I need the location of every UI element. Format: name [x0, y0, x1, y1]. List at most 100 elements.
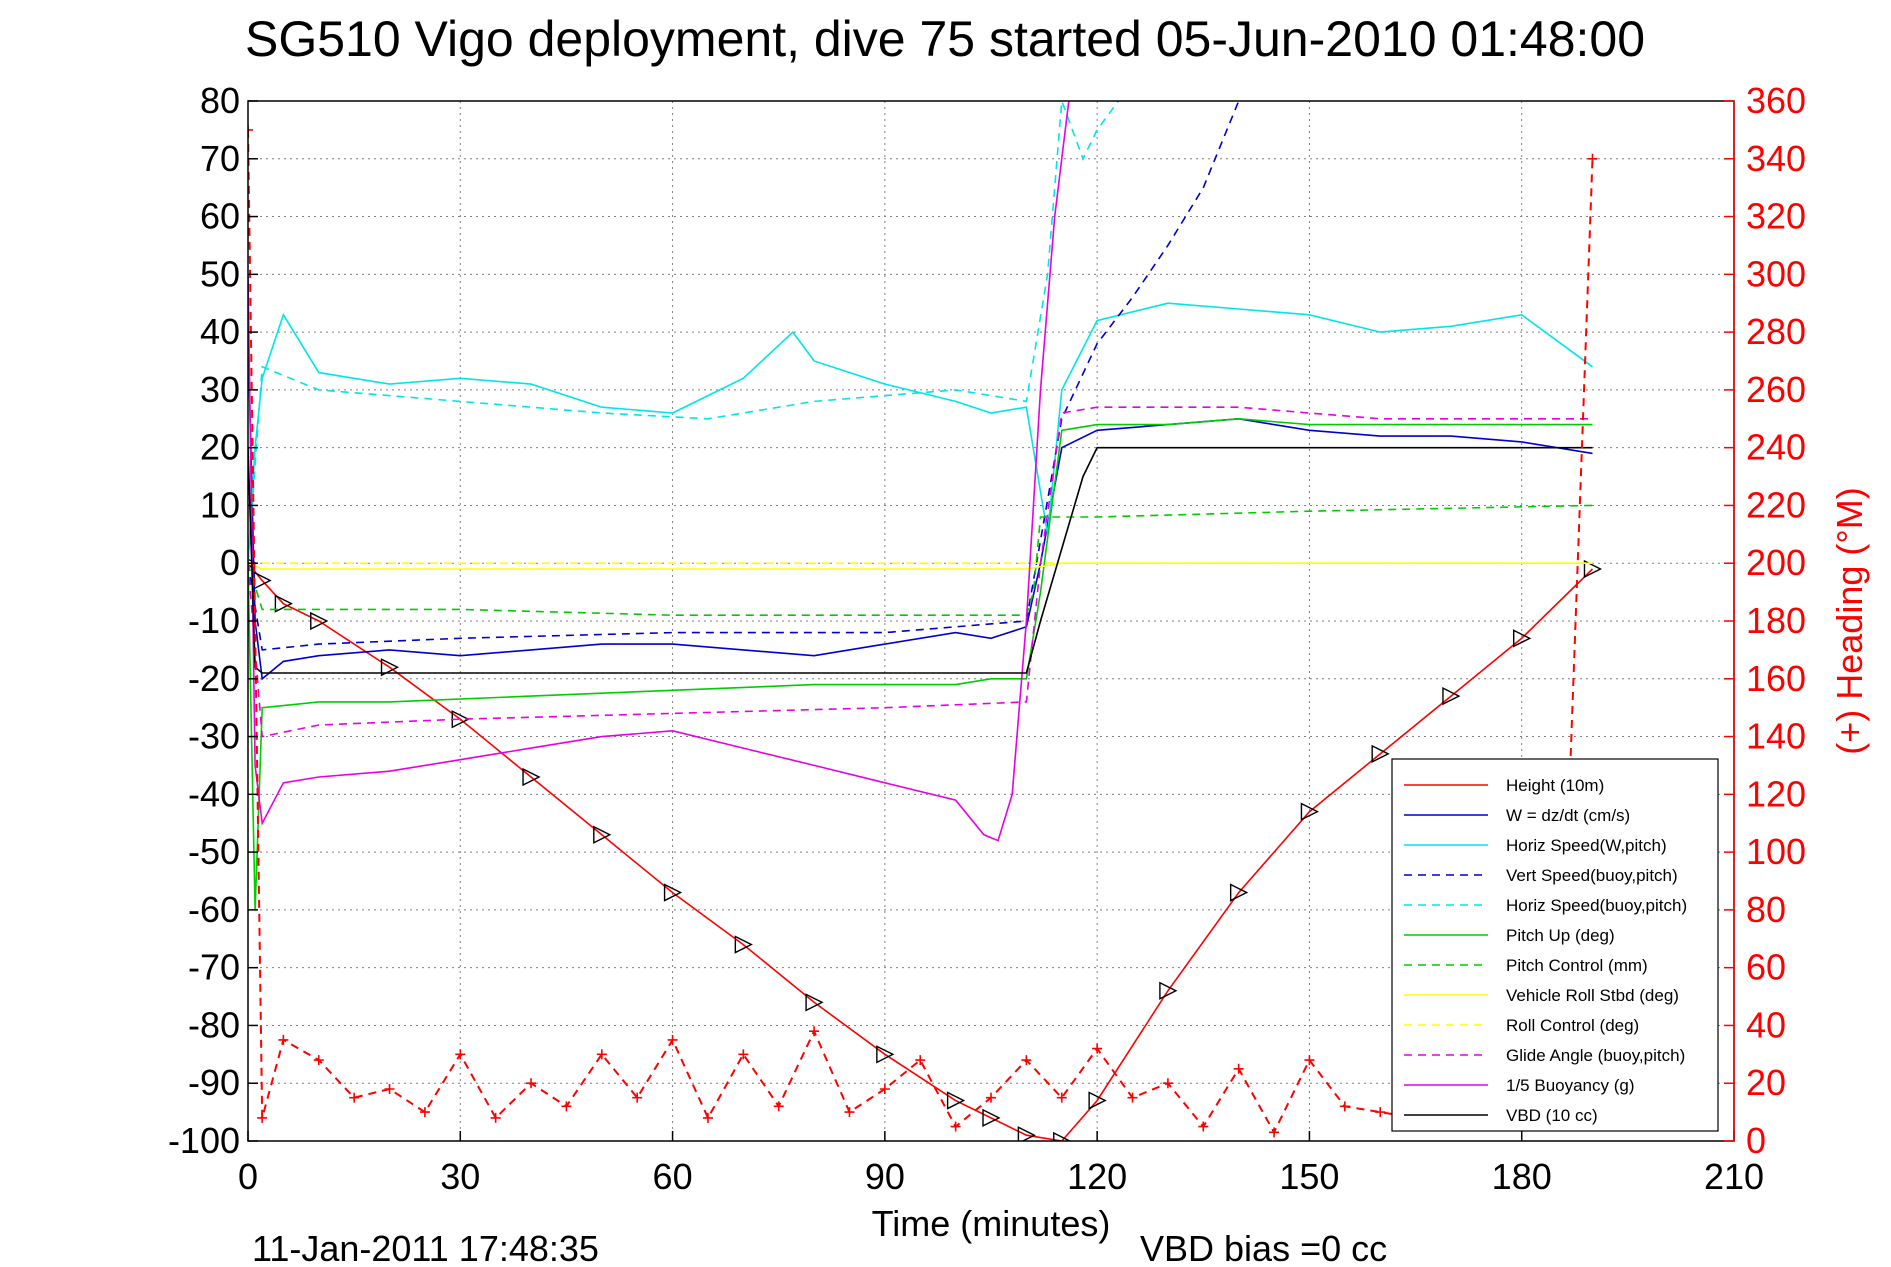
- data-point-plus: [596, 1049, 607, 1060]
- footer-vbd-bias: VBD bias =0 cc: [1140, 1228, 1387, 1262]
- data-point-plus: [526, 1078, 537, 1089]
- series-pitch-up-deg: [248, 417, 1593, 910]
- data-point-plus: [248, 124, 253, 135]
- data-point-plus: [844, 1107, 855, 1118]
- y-tick-label: -70: [188, 947, 240, 988]
- legend-label: Horiz Speed(W,pitch): [1506, 836, 1667, 855]
- legend-item: Horiz Speed(buoy,pitch): [1404, 896, 1687, 915]
- data-point-triangle: [1583, 559, 1603, 579]
- data-point-triangle: [982, 1108, 1001, 1128]
- legend-item: Glide Angle (buoy,pitch): [1404, 1046, 1685, 1065]
- data-point-triangle: [1513, 629, 1532, 648]
- data-point-plus: [1092, 1043, 1103, 1054]
- data-point-plus: [278, 1034, 289, 1045]
- y-tick-label: 0: [220, 542, 240, 583]
- series-vehicle-roll-stbd-deg: [248, 562, 1593, 570]
- y-tick-label: -40: [188, 773, 240, 814]
- y-tick-label: 80: [200, 80, 240, 121]
- legend-label: Glide Angle (buoy,pitch): [1506, 1046, 1685, 1065]
- data-point-triangle: [663, 883, 683, 902]
- y2-tick-label: 80: [1746, 889, 1786, 930]
- legend-label: Roll Control (deg): [1506, 1016, 1639, 1035]
- y2-tick-label: 100: [1746, 831, 1806, 872]
- data-point-plus: [257, 1112, 268, 1123]
- series-line: [248, 417, 1593, 910]
- y2-tick-label: 180: [1746, 600, 1806, 641]
- legend-label: Height (10m): [1506, 776, 1604, 795]
- data-point-plus: [1021, 1055, 1032, 1066]
- y-tick-label: 20: [200, 427, 240, 468]
- legend-label: 1/5 Buoyancy (g): [1506, 1076, 1635, 1095]
- series-pitch-control-mm: [248, 504, 1593, 617]
- legend-item: Height (10m): [1404, 776, 1604, 795]
- data-point-triangle: [805, 993, 824, 1012]
- series-1-5-buoyancy-g: [248, 101, 1070, 842]
- data-point-triangle: [876, 1045, 895, 1064]
- data-point-plus: [915, 1055, 926, 1066]
- data-point-triangle: [946, 1091, 966, 1110]
- y2-tick-label: 280: [1746, 311, 1806, 352]
- y-tick-label: -80: [188, 1004, 240, 1045]
- y-tick-label: 40: [200, 311, 240, 352]
- x-tick-label: 90: [865, 1156, 905, 1197]
- y-tick-label: 10: [200, 484, 240, 525]
- y2-tick-label: 140: [1746, 716, 1806, 757]
- data-point-plus: [455, 1049, 466, 1060]
- y2-tick-label: 160: [1746, 658, 1806, 699]
- y-tick-label: -10: [188, 600, 240, 641]
- data-point-triangle: [1371, 744, 1390, 764]
- y2-tick-label: 200: [1746, 542, 1806, 583]
- legend-item: Roll Control (deg): [1404, 1016, 1639, 1035]
- series-height-10m: [248, 558, 1603, 1141]
- legend-label: Pitch Control (mm): [1506, 956, 1648, 975]
- legend: Height (10m) W = dz/dt (cm/s) Horiz Speed(…: [1391, 758, 1719, 1132]
- y2-tick-label: 0: [1746, 1120, 1766, 1161]
- y-tick-label: 70: [200, 138, 240, 179]
- series-line: [248, 332, 1593, 681]
- y2-tick-label: 40: [1746, 1004, 1786, 1045]
- legend-item: Horiz Speed(W,pitch): [1404, 836, 1667, 855]
- series-line: [248, 446, 1593, 674]
- data-point-triangle: [1053, 1131, 1072, 1141]
- data-point-plus: [950, 1121, 961, 1132]
- y2-tick-label: 320: [1746, 196, 1806, 237]
- legend-item: Pitch Control (mm): [1404, 956, 1648, 975]
- data-point-plus: [773, 1101, 784, 1112]
- y2-tick-label: 300: [1746, 253, 1806, 294]
- legend-item: Vert Speed(buoy,pitch): [1404, 866, 1678, 885]
- series-horiz-speed-buoy-pitch: [248, 101, 1120, 564]
- x-tick-label: 60: [653, 1156, 693, 1197]
- legend-box: [1391, 758, 1719, 1132]
- x-axis-label: Time (minutes): [872, 1203, 1111, 1244]
- legend-label: Vert Speed(buoy,pitch): [1506, 866, 1678, 885]
- data-point-plus: [419, 1107, 430, 1118]
- data-point-plus: [1339, 1101, 1350, 1112]
- series-vbd-10-cc: [248, 446, 1593, 674]
- data-point-plus: [702, 1112, 713, 1123]
- data-point-plus: [738, 1049, 749, 1060]
- data-point-plus: [1127, 1092, 1138, 1103]
- series-line: [248, 101, 1070, 842]
- data-point-plus: [1056, 1092, 1067, 1103]
- y2-tick-label: 360: [1746, 80, 1806, 121]
- data-point-triangle: [593, 825, 612, 844]
- y-tick-label: 50: [200, 253, 240, 294]
- series-w-dz-dt-cm-s: [248, 332, 1593, 681]
- y-tick-label: -60: [188, 889, 240, 930]
- grid-layer: [248, 101, 1734, 1141]
- series-heading: [248, 124, 1598, 1138]
- data-point-triangle: [1229, 883, 1249, 902]
- y-tick-label: -100: [168, 1120, 240, 1161]
- y2-axis-label: (+) Heading (°M): [1829, 487, 1870, 754]
- series-horiz-speed-w-pitch: [248, 302, 1593, 564]
- chart-title: SG510 Vigo deployment, dive 75 started 0…: [245, 11, 1645, 67]
- data-point-plus: [384, 1084, 395, 1094]
- y-tick-label: -90: [188, 1062, 240, 1103]
- y2-tick-label: 220: [1746, 484, 1806, 525]
- y2-tick-label: 120: [1746, 773, 1806, 814]
- y2-tick-label: 340: [1746, 138, 1806, 179]
- series-vert-speed-buoy-pitch: [248, 101, 1240, 651]
- y-tick-label: 30: [200, 369, 240, 410]
